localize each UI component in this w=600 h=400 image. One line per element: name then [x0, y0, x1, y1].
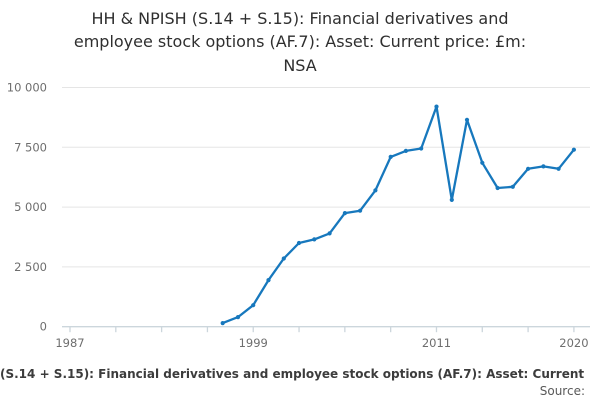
x-tick-label: 2020 — [559, 336, 588, 350]
data-point[interactable] — [251, 303, 256, 308]
chart-title-line-1: HH & NPISH (S.14 + S.15): Financial deri… — [91, 9, 509, 28]
data-point[interactable] — [434, 104, 439, 109]
x-axis — [62, 326, 590, 333]
data-point[interactable] — [480, 160, 485, 165]
data-point[interactable] — [312, 237, 317, 242]
data-point[interactable] — [526, 166, 531, 171]
gridlines — [62, 87, 590, 268]
y-tick-label: 10 000 — [7, 81, 47, 95]
chart-title-line-2: employee stock options (AF.7): Asset: Cu… — [73, 32, 527, 52]
data-point[interactable] — [281, 256, 286, 261]
data-point[interactable] — [403, 148, 408, 153]
data-point[interactable] — [464, 117, 470, 122]
data-point[interactable] — [449, 197, 454, 202]
data-point[interactable] — [220, 321, 225, 326]
data-point[interactable] — [296, 240, 302, 246]
data-point[interactable] — [266, 278, 271, 283]
data-point[interactable] — [495, 185, 500, 191]
data-point[interactable] — [419, 146, 424, 151]
data-point[interactable] — [358, 208, 363, 213]
x-tick-label: 2011 — [422, 336, 451, 350]
data-point[interactable] — [235, 315, 241, 320]
footer-caption: (S.14 + S.15): Financial derivatives and… — [0, 367, 585, 381]
y-tick-label: 5 000 — [14, 200, 47, 214]
data-point[interactable] — [373, 188, 378, 193]
data-point[interactable] — [327, 231, 332, 236]
data-point[interactable] — [388, 154, 393, 159]
data-point[interactable] — [541, 164, 546, 169]
data-series — [220, 104, 577, 326]
x-tick-label: 1987 — [55, 336, 84, 350]
y-tick-label: 0 — [40, 320, 47, 334]
data-point[interactable] — [342, 211, 347, 216]
y-tick-label: 2 500 — [14, 260, 47, 274]
footer-source: Source: — [539, 384, 585, 398]
chart-title: HH & NPISH (S.14 + S.15): Financial deri… — [0, 7, 600, 77]
y-tick-label: 7 500 — [14, 140, 47, 154]
data-point[interactable] — [510, 184, 515, 189]
chart-title-line-3: NSA — [283, 55, 317, 75]
data-point[interactable] — [556, 166, 561, 171]
data-line — [221, 105, 576, 325]
data-point[interactable] — [571, 147, 577, 152]
axis-labels: 0 2 500 5 000 7 500 10 000 1987 1999 2011 2020 — [7, 81, 589, 351]
x-tick-label: 1999 — [239, 336, 268, 350]
